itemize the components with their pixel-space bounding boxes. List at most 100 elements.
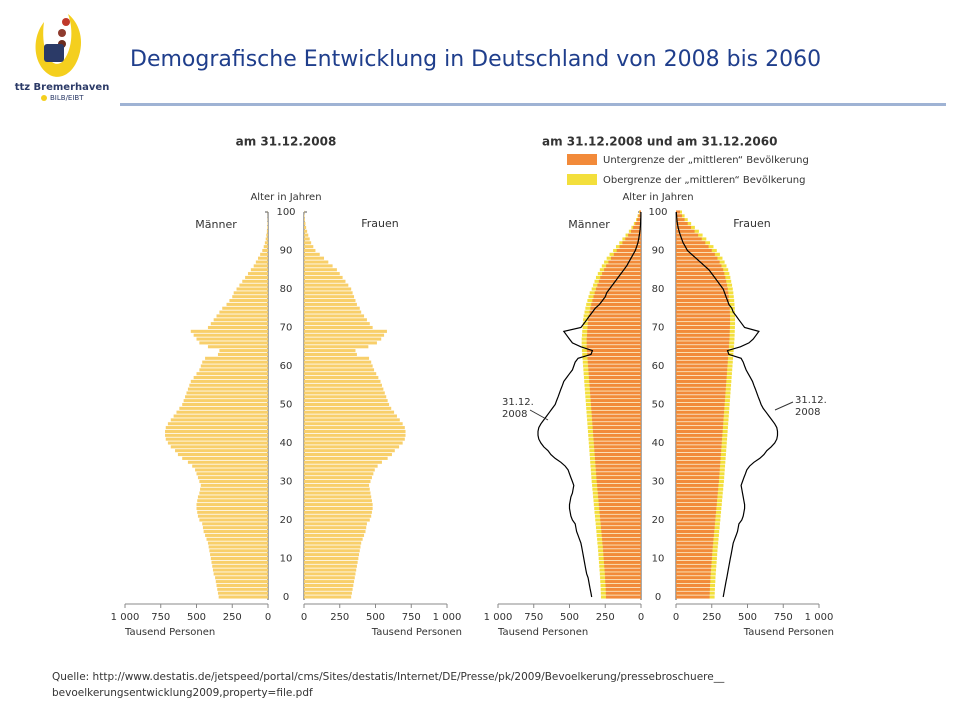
bar	[304, 565, 357, 568]
x-tick-label: 750	[151, 612, 170, 623]
bar	[304, 237, 310, 240]
bar	[304, 330, 387, 333]
bar	[304, 445, 399, 448]
bar	[304, 572, 355, 575]
bar	[590, 388, 641, 391]
bar	[304, 553, 359, 556]
bar	[676, 545, 713, 548]
bar	[600, 518, 641, 521]
side-label: Männer	[195, 218, 237, 231]
bar	[211, 557, 268, 560]
bar	[304, 426, 405, 429]
bar	[594, 295, 641, 298]
y-tick-label: 30	[280, 477, 293, 488]
y-tick-label: 80	[280, 284, 293, 295]
bar	[304, 268, 337, 271]
x-tick-label: 250	[223, 612, 242, 623]
bar	[676, 372, 727, 375]
bar	[676, 572, 711, 575]
bar	[197, 503, 269, 506]
bar	[676, 530, 714, 533]
bar	[676, 588, 710, 591]
bar	[676, 264, 721, 267]
bar	[208, 326, 268, 329]
bar	[192, 465, 268, 468]
logo-dot	[41, 95, 47, 101]
bar	[600, 276, 641, 279]
bar	[594, 438, 641, 441]
bar	[304, 499, 372, 502]
bar	[596, 476, 641, 479]
bar	[601, 522, 641, 525]
bar	[676, 453, 721, 456]
bar	[596, 465, 641, 468]
bar	[166, 426, 268, 429]
bar	[304, 434, 406, 437]
bar	[197, 507, 269, 510]
bar	[168, 441, 268, 444]
bar	[592, 299, 641, 302]
bar	[676, 484, 718, 487]
bar	[594, 445, 641, 448]
bar	[676, 276, 725, 279]
bar	[676, 511, 716, 514]
bar	[596, 287, 641, 290]
bar	[232, 295, 268, 298]
bar	[304, 472, 373, 475]
bar	[165, 430, 268, 433]
bar	[304, 395, 386, 398]
bar	[205, 534, 268, 537]
bar	[199, 368, 268, 371]
logo-dot	[58, 29, 66, 37]
bar	[267, 230, 268, 233]
bar	[606, 595, 641, 598]
bar	[593, 430, 641, 433]
bar	[213, 569, 268, 572]
bar	[174, 415, 268, 418]
x-tick-label: 0	[301, 612, 307, 623]
bar	[199, 341, 268, 344]
bar	[304, 530, 365, 533]
bar	[676, 261, 720, 264]
bar	[304, 230, 307, 233]
bar	[590, 395, 641, 398]
bar	[606, 264, 641, 267]
bar	[304, 376, 378, 379]
bar	[304, 322, 370, 325]
bar	[676, 468, 720, 471]
bar	[304, 557, 358, 560]
bar	[676, 576, 710, 579]
x-tick-label: 1 000	[484, 612, 513, 623]
bar	[215, 576, 268, 579]
bar	[605, 576, 641, 579]
bar	[208, 345, 268, 348]
bar	[304, 388, 383, 391]
bar	[599, 499, 641, 502]
bar	[304, 461, 382, 464]
bar	[304, 261, 328, 264]
bar	[217, 584, 268, 587]
bar	[676, 303, 729, 306]
chart-title: am 31.12.2008	[236, 135, 337, 149]
bar	[604, 565, 641, 568]
bar	[304, 415, 397, 418]
bar	[304, 484, 369, 487]
bar	[304, 453, 392, 456]
bar	[676, 492, 718, 495]
bar	[237, 287, 268, 290]
annotation: 31.12.	[795, 395, 827, 406]
bar	[304, 526, 366, 529]
bar	[188, 388, 268, 391]
bar	[251, 268, 268, 271]
bar	[304, 584, 353, 587]
bar	[304, 595, 351, 598]
bar	[588, 368, 641, 371]
bar	[606, 588, 641, 591]
bar	[676, 334, 730, 337]
bar	[210, 553, 268, 556]
bar	[165, 434, 268, 437]
bar	[589, 314, 641, 317]
bar	[676, 245, 709, 248]
bar	[590, 384, 641, 387]
bar	[676, 461, 720, 464]
